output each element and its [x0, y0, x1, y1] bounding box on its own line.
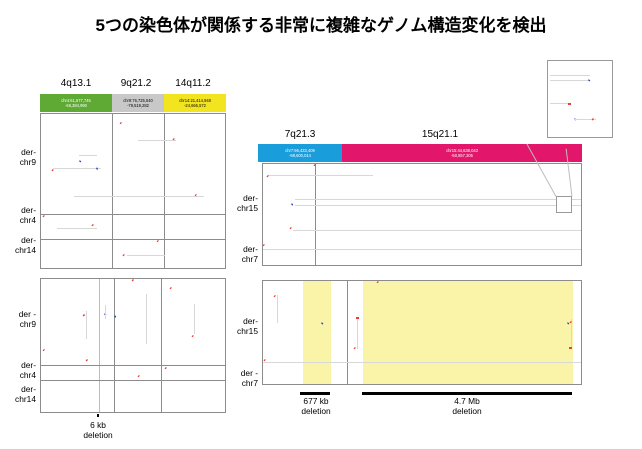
cytoband-label-14q11-2: 14q11.2 [175, 78, 211, 89]
alignment-segment-red [156, 240, 173, 256]
cytoband-coords-chr14: chr14:21,414,948 -24,666,572 [179, 97, 211, 108]
deletion-annotation-677kb: 677 kb deletion [301, 396, 331, 417]
connector [574, 119, 596, 120]
alignment-segment-red [91, 224, 104, 238]
deletion-bar-677kb [300, 392, 330, 395]
alignment-segment-red [191, 335, 209, 352]
dotplot-left-bottom[interactable] [40, 278, 226, 413]
alignment-segment-red [137, 375, 155, 392]
connector [268, 175, 373, 176]
connector [550, 75, 590, 76]
inset-source-region[interactable] [556, 196, 572, 213]
connector [550, 103, 570, 104]
connector [74, 196, 204, 197]
alignment-segment-red [164, 367, 178, 381]
connector [277, 295, 278, 323]
connector [105, 305, 106, 319]
page-title: 5つの染色体が関係する非常に複雑なゲノム構造変化を検出 [95, 16, 547, 35]
alignment-segment-red [313, 164, 327, 177]
row-label-der-chr4-lt: der- chr4 [19, 205, 36, 225]
alignment-segment-red [263, 359, 276, 372]
cytoband-label-7q21-3: 7q21.3 [284, 129, 316, 140]
deletion-highlight-677kb [303, 281, 331, 384]
cytoband-coords-chr15: chr15:44,638,043 -50,857,305 [446, 147, 478, 158]
alignment-segment-red [169, 287, 190, 308]
dotplot-right-top[interactable] [262, 163, 582, 266]
alignment-segment-red [194, 194, 214, 213]
connector [295, 205, 581, 206]
grid-vline [112, 114, 113, 268]
connector [357, 317, 358, 349]
dotplot-right-bottom[interactable] [262, 280, 582, 385]
cytoband-coords-chr9: chr9:76,725,540 -79,519,282 [123, 97, 153, 108]
cytoband-coords-chr4: chr4:61,577,746 -66,384,990 [61, 97, 91, 108]
dotplot-left-top[interactable] [40, 113, 226, 269]
alignment-segment-red [42, 215, 57, 230]
row-label-der-chr7-rb: der - chr7 [240, 368, 258, 388]
connector [295, 199, 581, 200]
row-label-der-chr7-rt: der- chr7 [241, 244, 258, 264]
grid-vline [347, 281, 348, 384]
deletion-annotation-6kb: 6 kb deletion [83, 420, 113, 441]
deletion-marker-line [99, 279, 100, 412]
connector [550, 80, 590, 81]
deletion-bar-4-7mb [362, 392, 572, 395]
connector [293, 230, 581, 231]
alignment-segment-red [119, 122, 139, 141]
magnified-inset-panel[interactable] [547, 60, 613, 138]
connector [53, 168, 101, 169]
connector [263, 362, 581, 363]
deletion-tick [97, 414, 99, 417]
alignment-segment-blue [588, 72, 599, 82]
connector [86, 311, 87, 339]
alignment-segment-red [273, 295, 299, 321]
cytoband-bar-9q21-2: chr9:76,725,540 -79,519,282 [112, 94, 164, 112]
row-label-der-chr9-lb: der - chr9 [18, 309, 36, 329]
row-label-der-chr4-lb: der- chr4 [19, 360, 36, 380]
cytoband-bar-7q21-3: chr7:96,433,409 -98,600,014 [258, 144, 342, 162]
alignment-segment-blue [574, 102, 593, 121]
alignment-segment-red [42, 349, 56, 362]
row-label-der-chr14-lt: der- chr14 [15, 235, 36, 255]
grid-hline [41, 214, 225, 215]
alignment-segment-red [82, 314, 105, 334]
deletion-highlight-4-7mb [363, 281, 573, 384]
cytoband-label-4q13-1: 4q13.1 [60, 78, 92, 89]
cytoband-bar-4q13-1: chr4:61,577,746 -66,384,990 [40, 94, 112, 112]
grid-vline [161, 279, 162, 412]
cytoband-label-15q21-1: 15q21.1 [421, 129, 459, 140]
connector [263, 249, 581, 250]
alignment-segment-blue [79, 146, 97, 163]
grid-vline [114, 279, 115, 412]
cytoband-coords-chr7: chr7:96,433,409 -98,600,014 [285, 147, 315, 158]
cytoband-label-9q21-2: 9q21.2 [120, 78, 152, 89]
alignment-segment-red [131, 279, 149, 296]
connector [146, 294, 147, 344]
alignment-segment-red [122, 254, 137, 268]
connector [138, 140, 176, 141]
connector [127, 255, 165, 256]
alignment-segment-red [266, 175, 290, 200]
alignment-segment-red [51, 169, 77, 200]
alignment-segment-blue [96, 163, 106, 170]
cytoband-bar-15q21-1: chr15:44,638,043 -50,857,305 [342, 144, 582, 162]
connector [571, 319, 572, 347]
row-label-der-chr15-rb: der- chr15 [237, 316, 258, 336]
row-label-der-chr15-rt: der- chr15 [237, 193, 258, 213]
grid-hline [41, 239, 225, 240]
grid-vline [164, 114, 165, 268]
alignment-segment-red [172, 138, 197, 165]
grid-vline [315, 164, 316, 265]
grid-hline [41, 365, 225, 366]
connector [194, 304, 195, 334]
deletion-annotation-4-7mb: 4.7 Mb deletion [452, 396, 482, 417]
row-label-der-chr14-lb: der- chr14 [15, 384, 36, 404]
row-label-der-chr9-lt: der- chr9 [19, 147, 36, 167]
grid-hline [41, 380, 225, 381]
cytoband-bar-14q11-2: chr14:21,414,948 -24,666,572 [164, 94, 226, 112]
connector [57, 228, 97, 229]
alignment-segment-red [591, 118, 612, 137]
